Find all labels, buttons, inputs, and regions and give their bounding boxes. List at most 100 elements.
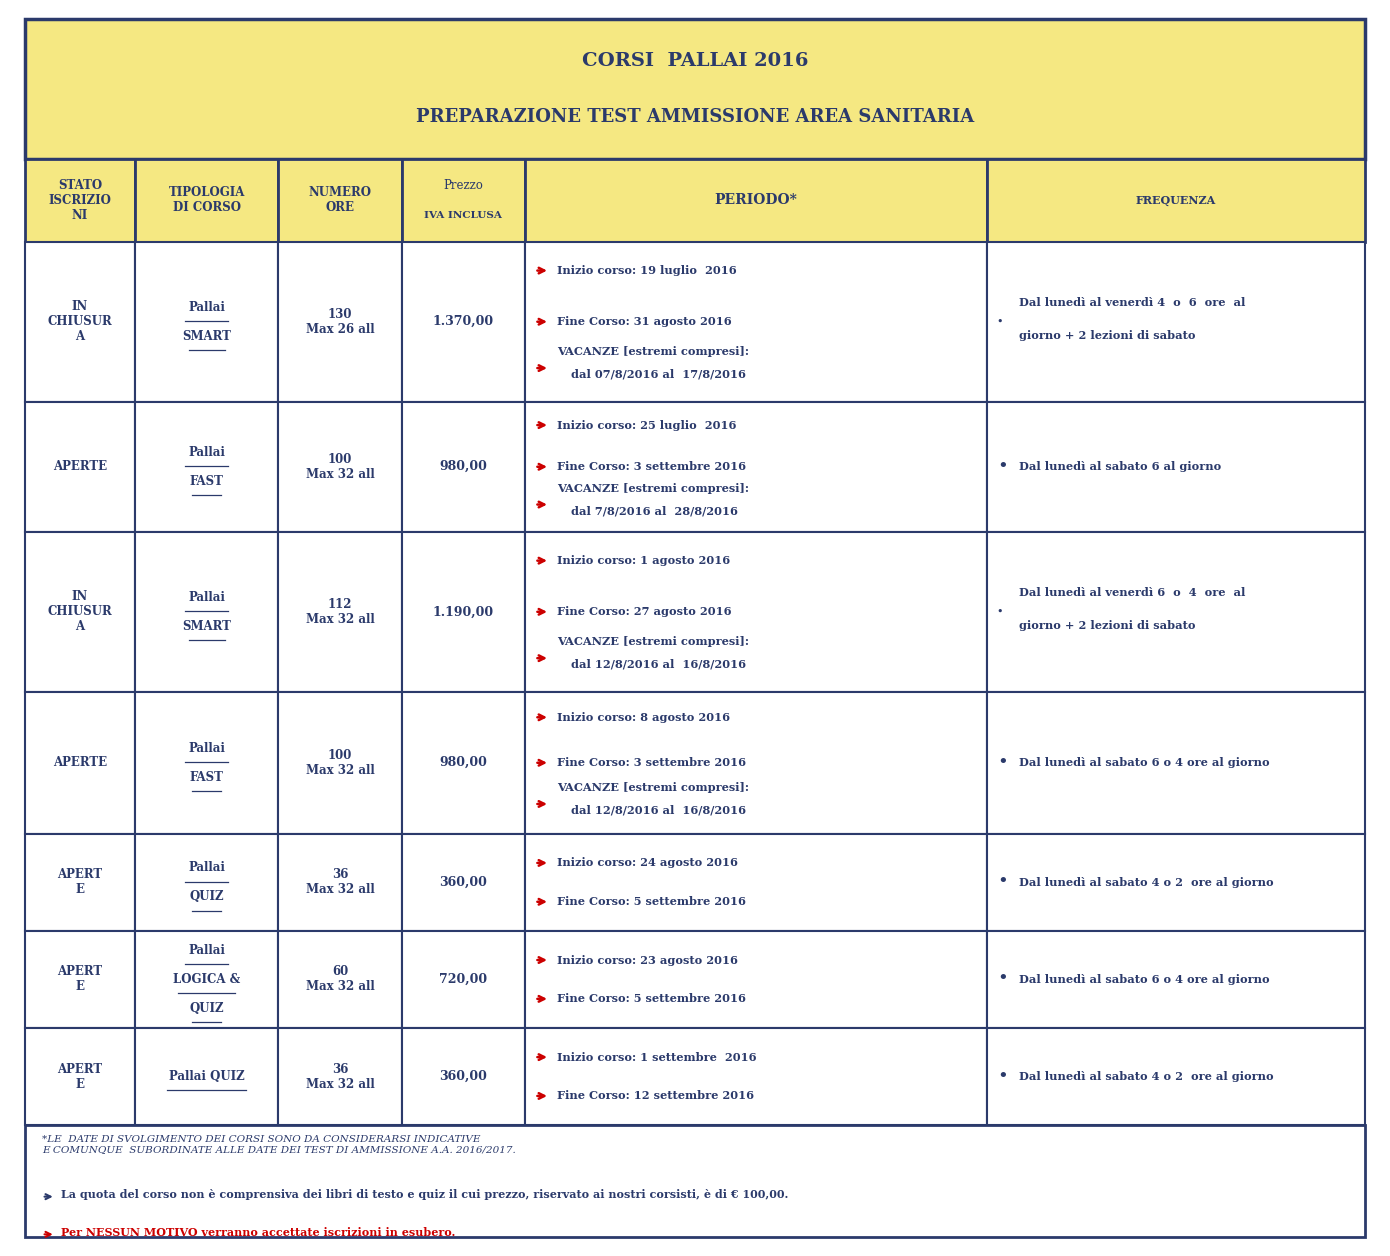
Text: Dal lunedì al venerdì 6  o  4  ore  al: Dal lunedì al venerdì 6 o 4 ore al bbox=[1019, 588, 1245, 598]
Bar bbox=[135, 531, 278, 692]
Text: FREQUENZA: FREQUENZA bbox=[1136, 195, 1216, 206]
Text: 980,00: 980,00 bbox=[439, 756, 486, 769]
Bar bbox=[25, 692, 135, 834]
Text: 100
Max 32 all: 100 Max 32 all bbox=[306, 749, 374, 776]
Text: Dal lunedì al sabato 6 o 4 ore al giorno: Dal lunedì al sabato 6 o 4 ore al giorno bbox=[1019, 757, 1269, 769]
Bar bbox=[25, 242, 135, 402]
Text: La quota del corso non è comprensiva dei libri di testo e quiz il cui prezzo, ri: La quota del corso non è comprensiva dei… bbox=[61, 1189, 788, 1201]
Text: IN
CHIUSUR
A: IN CHIUSUR A bbox=[47, 590, 113, 633]
Bar bbox=[525, 931, 987, 1027]
Bar bbox=[402, 692, 525, 834]
Text: STATO
ISCRIZIO
NI: STATO ISCRIZIO NI bbox=[49, 178, 111, 222]
Text: •: • bbox=[997, 873, 1008, 892]
Text: SMART: SMART bbox=[182, 329, 231, 343]
Text: Dal lunedì al sabato 4 o 2  ore al giorno: Dal lunedì al sabato 4 o 2 ore al giorno bbox=[1019, 877, 1273, 888]
Text: Inizio corso: 23 agosto 2016: Inizio corso: 23 agosto 2016 bbox=[557, 955, 738, 966]
Text: 360,00: 360,00 bbox=[439, 875, 486, 889]
Bar bbox=[402, 160, 525, 242]
Text: Fine Corso: 3 settembre 2016: Fine Corso: 3 settembre 2016 bbox=[557, 757, 746, 769]
Text: PREPARAZIONE TEST AMMISSIONE AREA SANITARIA: PREPARAZIONE TEST AMMISSIONE AREA SANITA… bbox=[416, 108, 974, 126]
Bar bbox=[987, 692, 1365, 834]
Text: Dal lunedì al sabato 6 al giorno: Dal lunedì al sabato 6 al giorno bbox=[1019, 461, 1222, 472]
Bar bbox=[402, 242, 525, 402]
Text: Pallai: Pallai bbox=[188, 862, 225, 874]
Text: dal 7/8/2016 al  28/8/2016: dal 7/8/2016 al 28/8/2016 bbox=[571, 505, 738, 516]
Bar bbox=[278, 402, 402, 531]
Text: APERT
E: APERT E bbox=[57, 1063, 103, 1090]
Bar bbox=[25, 931, 135, 1027]
Text: Inizio corso: 25 luglio  2016: Inizio corso: 25 luglio 2016 bbox=[557, 420, 737, 431]
Bar bbox=[402, 931, 525, 1027]
Text: IN
CHIUSUR
A: IN CHIUSUR A bbox=[47, 300, 113, 343]
Text: Inizio corso: 8 agosto 2016: Inizio corso: 8 agosto 2016 bbox=[557, 712, 730, 722]
Text: APERTE: APERTE bbox=[53, 460, 107, 474]
Text: Pallai QUIZ: Pallai QUIZ bbox=[168, 1070, 245, 1083]
Text: •: • bbox=[997, 317, 1004, 327]
Bar bbox=[987, 1027, 1365, 1125]
Text: FAST: FAST bbox=[189, 475, 224, 487]
Text: 1.190,00: 1.190,00 bbox=[432, 605, 493, 618]
Text: Inizio corso: 1 settembre  2016: Inizio corso: 1 settembre 2016 bbox=[557, 1051, 756, 1063]
Bar bbox=[25, 19, 1365, 160]
Text: CORSI  PALLAI 2016: CORSI PALLAI 2016 bbox=[582, 51, 808, 70]
Text: •: • bbox=[997, 1068, 1008, 1085]
Text: giorno + 2 lezioni di sabato: giorno + 2 lezioni di sabato bbox=[1019, 620, 1195, 631]
Bar bbox=[987, 531, 1365, 692]
Bar bbox=[135, 931, 278, 1027]
Bar bbox=[278, 242, 402, 402]
Bar bbox=[525, 242, 987, 402]
Bar bbox=[987, 242, 1365, 402]
Bar bbox=[402, 1027, 525, 1125]
Bar bbox=[525, 160, 987, 242]
Text: QUIZ: QUIZ bbox=[189, 1002, 224, 1015]
Bar bbox=[525, 692, 987, 834]
Text: QUIZ: QUIZ bbox=[189, 891, 224, 903]
Text: *LE  DATE DI SVOLGIMENTO DEI CORSI SONO DA CONSIDERARSI INDICATIVE
E COMUNQUE  S: *LE DATE DI SVOLGIMENTO DEI CORSI SONO D… bbox=[42, 1135, 516, 1154]
Bar bbox=[135, 692, 278, 834]
Text: Pallai: Pallai bbox=[188, 446, 225, 458]
Text: 1.370,00: 1.370,00 bbox=[432, 315, 493, 328]
Text: IVA INCLUSA: IVA INCLUSA bbox=[424, 211, 502, 220]
Bar bbox=[25, 1027, 135, 1125]
Bar bbox=[25, 1125, 1365, 1237]
Bar bbox=[278, 1027, 402, 1125]
Bar bbox=[278, 834, 402, 931]
Bar bbox=[278, 160, 402, 242]
Text: VACANZE [estremi compresi]:: VACANZE [estremi compresi]: bbox=[557, 637, 749, 647]
Bar bbox=[402, 834, 525, 931]
Text: APERT
E: APERT E bbox=[57, 868, 103, 897]
Bar bbox=[135, 402, 278, 531]
Text: •: • bbox=[997, 457, 1008, 476]
Text: Dal lunedì al sabato 6 o 4 ore al giorno: Dal lunedì al sabato 6 o 4 ore al giorno bbox=[1019, 973, 1269, 985]
Text: dal 12/8/2016 al  16/8/2016: dal 12/8/2016 al 16/8/2016 bbox=[571, 659, 745, 669]
Text: Fine Corso: 31 agosto 2016: Fine Corso: 31 agosto 2016 bbox=[557, 317, 731, 328]
Text: Pallai: Pallai bbox=[188, 742, 225, 755]
Text: APERTE: APERTE bbox=[53, 756, 107, 769]
Text: Fine Corso: 27 agosto 2016: Fine Corso: 27 agosto 2016 bbox=[557, 607, 731, 617]
Text: VACANZE [estremi compresi]:: VACANZE [estremi compresi]: bbox=[557, 782, 749, 793]
Bar bbox=[135, 242, 278, 402]
Bar bbox=[402, 402, 525, 531]
Text: LOGICA &: LOGICA & bbox=[172, 973, 240, 986]
Text: dal 07/8/2016 al  17/8/2016: dal 07/8/2016 al 17/8/2016 bbox=[571, 369, 745, 379]
Text: dal 12/8/2016 al  16/8/2016: dal 12/8/2016 al 16/8/2016 bbox=[571, 805, 745, 815]
Text: Inizio corso: 24 agosto 2016: Inizio corso: 24 agosto 2016 bbox=[557, 858, 738, 868]
Text: •: • bbox=[997, 971, 1008, 988]
Text: 980,00: 980,00 bbox=[439, 460, 486, 474]
Bar bbox=[278, 531, 402, 692]
Text: APERT
E: APERT E bbox=[57, 966, 103, 993]
Bar bbox=[25, 160, 135, 242]
Text: Pallai: Pallai bbox=[188, 590, 225, 604]
Bar bbox=[987, 834, 1365, 931]
Bar bbox=[135, 1027, 278, 1125]
Bar bbox=[278, 692, 402, 834]
Bar bbox=[525, 1027, 987, 1125]
Bar bbox=[25, 402, 135, 531]
Text: Per NESSUN MOTIVO verranno accettate iscrizioni in esubero.: Per NESSUN MOTIVO verranno accettate isc… bbox=[61, 1227, 456, 1238]
Text: •: • bbox=[997, 607, 1004, 617]
Text: Dal lunedì al venerdì 4  o  6  ore  al: Dal lunedì al venerdì 4 o 6 ore al bbox=[1019, 298, 1245, 309]
Bar bbox=[525, 402, 987, 531]
Bar bbox=[25, 531, 135, 692]
Bar bbox=[278, 931, 402, 1027]
Bar bbox=[987, 402, 1365, 531]
